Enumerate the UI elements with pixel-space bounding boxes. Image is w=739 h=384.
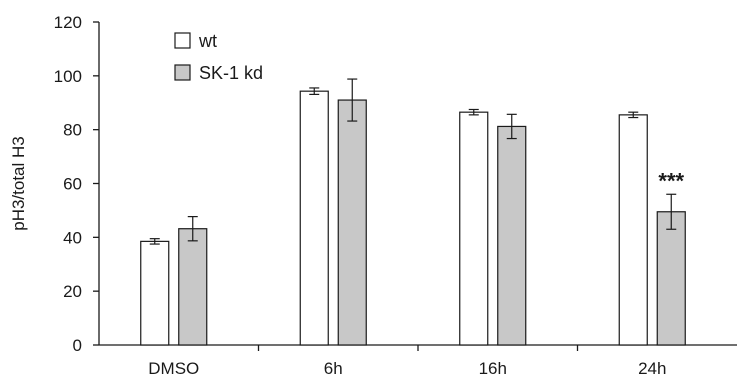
y-tick-label: 100 <box>54 67 82 86</box>
y-tick-label: 0 <box>73 336 82 355</box>
bar-wt-24h <box>618 114 648 346</box>
x-tick-label: DMSO <box>148 359 199 378</box>
bar-wt-6h <box>299 90 329 346</box>
x-tick-label: 24h <box>638 359 666 378</box>
bar-wt-16h <box>459 111 489 346</box>
annotations: *** <box>658 168 684 193</box>
bar-sk-1-kd-16h <box>497 125 527 346</box>
x-tick-label: 16h <box>479 359 507 378</box>
y-axis-title: pH3/total H3 <box>9 136 28 231</box>
error-bars <box>149 78 677 245</box>
bar-wt-dmso <box>140 240 170 346</box>
legend-swatch <box>174 32 191 49</box>
y-tick-label: 40 <box>63 228 82 247</box>
y-tick-label: 60 <box>63 175 82 194</box>
axes: 0 20 40 60 80 100 120 pH3/total H3 DMSO 6h 16h 24h <box>9 13 737 378</box>
y-tick-label: 120 <box>54 13 82 32</box>
legend-label: wt <box>198 31 217 51</box>
legend-label: SK-1 kd <box>199 63 263 83</box>
legend-swatch <box>174 64 191 81</box>
bar-sk-1-kd-24h <box>656 211 686 346</box>
significance-annotation: *** <box>658 168 684 193</box>
y-tick-label: 80 <box>63 121 82 140</box>
bars <box>140 90 686 346</box>
y-tick-label: 20 <box>63 282 82 301</box>
bar-sk-1-kd-dmso <box>178 228 208 346</box>
x-tick-label: 6h <box>324 359 343 378</box>
bar-sk-1-kd-6h <box>337 99 367 346</box>
legend: wt SK-1 kd <box>174 31 263 83</box>
